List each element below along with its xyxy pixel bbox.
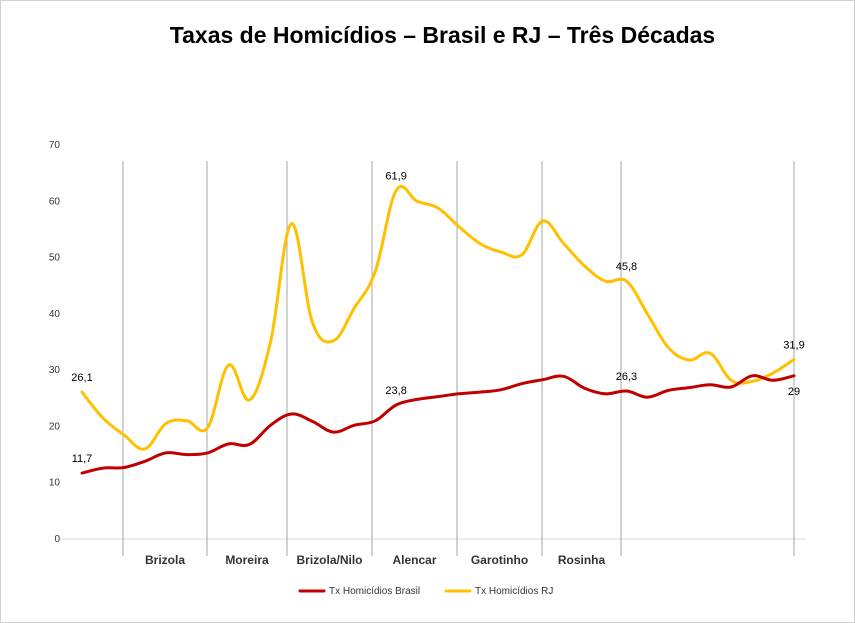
legend-label-brasil: Tx Homicídios Brasil (329, 586, 420, 597)
chart-title: Taxas de Homicídios – Brasil e RJ – Três… (169, 22, 716, 48)
period-label: Garotinho (471, 553, 528, 567)
legend-label-rj: Tx Homicídios RJ (475, 586, 553, 597)
y-tick-label: 40 (49, 309, 61, 320)
period-label: Moreira (225, 553, 269, 567)
data-label: 26,1 (71, 372, 92, 384)
series-line-brasil (80, 374, 796, 475)
y-tick-label: 0 (54, 534, 60, 545)
data-label: 29 (788, 386, 800, 398)
y-tick-label: 20 (49, 421, 61, 432)
y-tick-label: 30 (49, 365, 61, 376)
period-label: Alencar (392, 553, 436, 567)
y-tick-label: 10 (49, 478, 61, 489)
data-label: 45,8 (616, 261, 637, 273)
data-label: 61,9 (385, 171, 406, 183)
y-tick-label: 50 (49, 253, 61, 264)
y-tick-label: 70 (49, 140, 61, 151)
y-tick-label: 60 (49, 196, 61, 207)
data-label: 26,3 (616, 371, 637, 383)
period-label: Brizola (145, 553, 185, 567)
period-label: Rosinha (558, 553, 606, 567)
series-line-rj (80, 184, 796, 451)
data-label: 31,9 (783, 339, 804, 351)
data-label: 23,8 (385, 385, 406, 397)
data-label: 11,7 (72, 453, 93, 465)
period-label: Brizola/Nilo (296, 553, 362, 567)
